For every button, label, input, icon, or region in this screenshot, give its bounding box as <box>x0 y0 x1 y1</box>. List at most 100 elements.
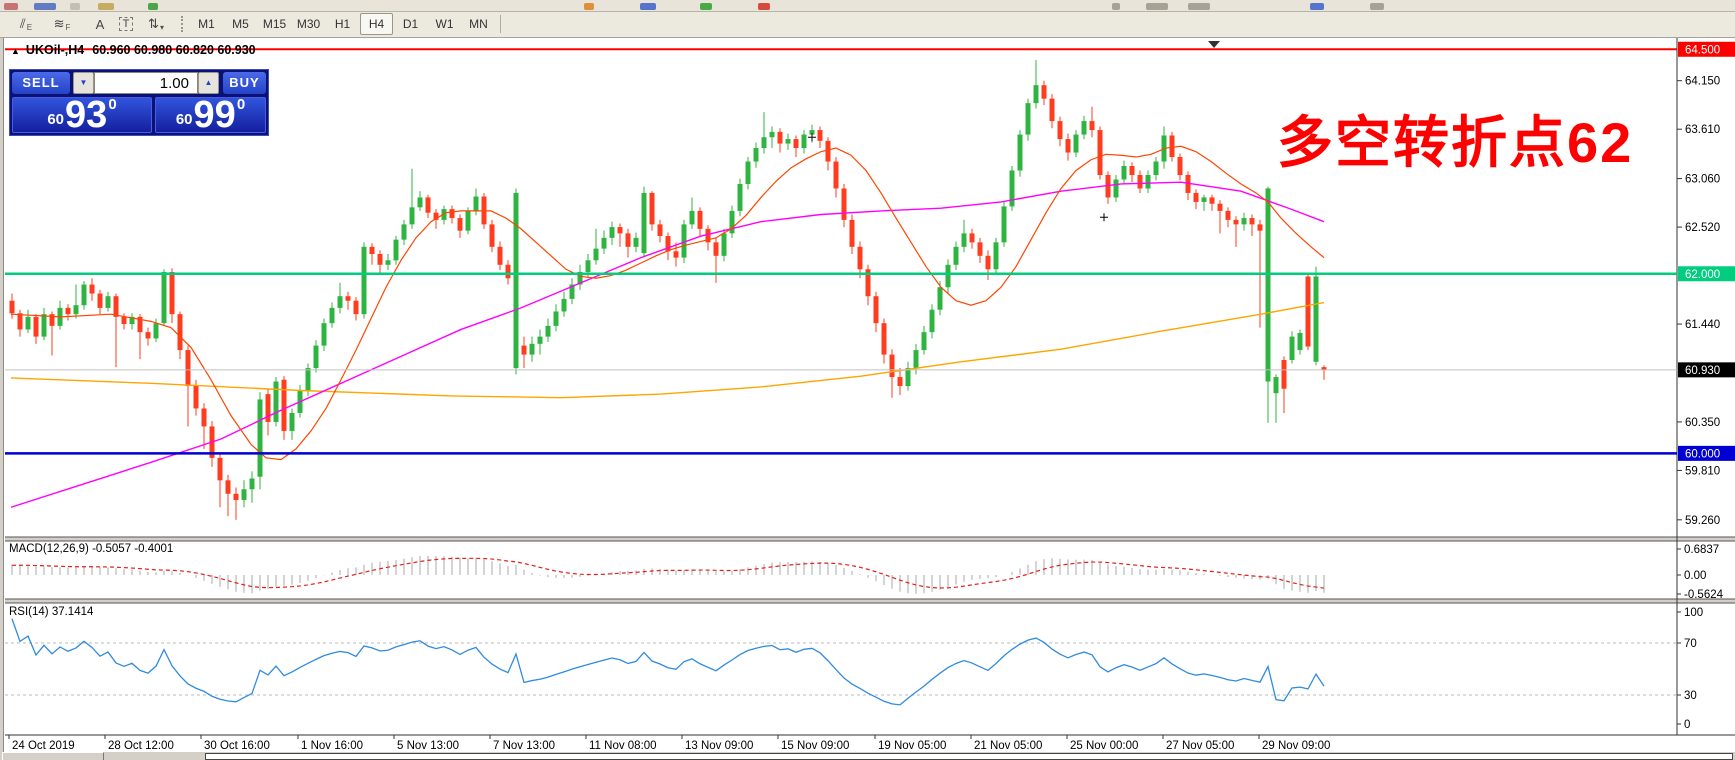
volume-decrease-button[interactable]: ▼ <box>73 72 94 94</box>
scrollbar-left-button[interactable] <box>2 752 104 760</box>
timeframe-button-M1[interactable]: M1 <box>198 17 215 31</box>
text-tool-icon[interactable]: A <box>95 16 105 32</box>
timeframe-button-MN[interactable]: MN <box>469 17 488 31</box>
candle-body <box>1257 224 1263 231</box>
candle-body <box>273 381 279 422</box>
candle-body <box>593 248 599 261</box>
candle-body <box>705 228 711 243</box>
candle-body <box>73 305 79 315</box>
timeframe-button-W1[interactable]: W1 <box>435 17 454 31</box>
candle-body <box>281 379 287 431</box>
channel-tool-icon[interactable]: ⫽ E <box>19 16 33 32</box>
candle-body <box>465 210 471 231</box>
candle-body <box>617 227 623 234</box>
candle-body <box>537 336 543 344</box>
candle-body <box>1305 276 1311 347</box>
candle-body <box>929 309 935 333</box>
toolbar-icon-fragment <box>700 3 712 10</box>
macd-pane <box>11 555 1325 594</box>
toolbar: ⫽ E ≋ F A T ⇅ ▾ M1 M5 M15 M30 H1 H4 D1 W1 MN <box>0 12 1735 38</box>
candle-body <box>425 197 431 213</box>
candle-body <box>969 233 975 243</box>
volume-increase-button[interactable]: ▲ <box>198 72 219 94</box>
candle-body <box>625 233 631 247</box>
candle-body <box>1289 336 1295 360</box>
buy-price-display[interactable]: 60 99 0 <box>155 94 266 136</box>
candle-body <box>9 300 15 314</box>
timeframe-button-D1[interactable]: D1 <box>402 17 419 31</box>
sell-price-sup: 0 <box>108 96 117 113</box>
rsi-line <box>11 618 1325 706</box>
candle-body <box>377 254 383 265</box>
pane-separator[interactable] <box>5 599 1735 603</box>
candle-body <box>505 264 511 279</box>
candle-body <box>809 130 815 135</box>
arrows-tool-icon[interactable]: ⇅ ▾ <box>148 16 164 32</box>
timeframe-button-H1[interactable]: H1 <box>334 17 351 31</box>
timeframe-button-H4[interactable]: H4 <box>360 13 393 35</box>
candle-body <box>1017 134 1023 171</box>
candle-body <box>1081 121 1087 135</box>
collapse-triangle-icon[interactable]: ▲ <box>11 46 20 56</box>
candle-body <box>177 314 183 351</box>
toolbar-icon-fragment <box>34 3 56 10</box>
candle-body <box>1121 166 1127 180</box>
price-badge <box>1678 362 1735 378</box>
sell-button[interactable]: SELL <box>12 72 70 94</box>
candle-body <box>857 246 863 270</box>
toolbar-icon-fragment <box>1112 3 1120 10</box>
rsi-axis-label: 70 <box>1684 638 1697 650</box>
candle-body <box>1265 188 1271 382</box>
rsi-indicator-label: RSI(14) 37.1414 <box>9 606 94 618</box>
buy-price-big: 99 <box>193 94 236 136</box>
candle-body <box>681 224 687 258</box>
candle-body <box>97 293 103 308</box>
candle-body <box>529 343 535 355</box>
buy-button[interactable]: BUY <box>223 72 266 94</box>
candle-body <box>473 196 479 211</box>
time-tick-label: 24 Oct 2019 <box>12 740 75 752</box>
candle-body <box>1249 218 1255 225</box>
fibonacci-tool-icon[interactable]: ≋ F <box>53 16 71 32</box>
timeframe-button-M15[interactable]: M15 <box>262 17 287 31</box>
pane-separator[interactable] <box>5 537 1735 541</box>
candle-body <box>1137 174 1143 189</box>
candle-body <box>841 188 847 220</box>
chart-shift-marker-icon[interactable] <box>1208 41 1220 48</box>
chart-window: 64.150 63.610 63.060 62.520 61.440 60.350 59.8… <box>3 38 1735 752</box>
candle-body <box>649 192 655 225</box>
sell-price-display[interactable]: 60 93 0 <box>12 94 152 136</box>
toolbar-icon-fragment <box>1188 3 1210 10</box>
candle-body <box>17 313 23 330</box>
candle-body <box>233 493 239 501</box>
main-price-pane <box>9 60 1327 520</box>
toolbar-icon-fragment <box>640 3 656 10</box>
timeframe-button-M30[interactable]: M30 <box>296 17 321 31</box>
sell-price-big: 93 <box>65 94 108 136</box>
chart-text-annotation[interactable]: 多空转折点62 <box>1277 111 1634 174</box>
candle-body <box>697 210 703 229</box>
time-tick-label: 11 Nov 08:00 <box>589 740 657 752</box>
textbox-tool-icon[interactable]: T <box>110 13 142 35</box>
timeframe-button-M5[interactable]: M5 <box>232 17 249 31</box>
sell-price-prefix: 60 <box>47 111 65 128</box>
candle-body <box>249 478 255 490</box>
toolbar-grip <box>181 16 186 32</box>
volume-input[interactable] <box>94 72 198 94</box>
time-tick-label: 28 Oct 12:00 <box>108 740 174 752</box>
time-tick-label: 19 Nov 05:00 <box>878 740 946 752</box>
candle-body <box>1313 276 1319 362</box>
scrollbar-track[interactable] <box>205 753 1733 760</box>
time-tick-label: 30 Oct 16:00 <box>204 740 270 752</box>
candle-body <box>721 233 727 256</box>
candle-body <box>673 251 679 258</box>
buy-price-sup: 0 <box>236 96 246 113</box>
price-tick-label: 59.260 <box>1685 515 1720 527</box>
candle-body <box>793 139 799 149</box>
macd-axis-label: 0.6837 <box>1684 544 1719 556</box>
macd-axis-label: 0.00 <box>1684 570 1706 582</box>
time-tick-label: 7 Nov 13:00 <box>493 740 555 752</box>
candle-body <box>577 271 583 285</box>
price-badge <box>1678 41 1735 57</box>
